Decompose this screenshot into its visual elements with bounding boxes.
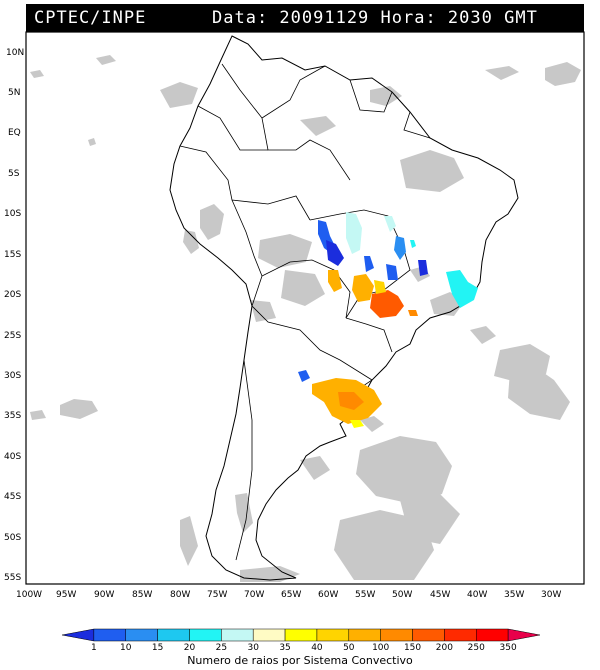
coastline: [169, 35, 519, 581]
lon-label: 35W: [504, 590, 524, 600]
lon-label: 55W: [355, 590, 375, 600]
legend-tick-label: 350: [500, 643, 517, 653]
lat-label: 55S: [4, 573, 21, 583]
cloud-cover: [30, 55, 581, 582]
header-source: CPTEC/INPE: [34, 8, 147, 28]
legend-swatch: [125, 628, 158, 642]
header-datetime: Data: 20091129 Hora: 2030 GMT: [212, 8, 538, 28]
legend-swatch: [348, 628, 381, 642]
lon-labels: 100W 95W 90W 85W 80W 75W 70W 65W 60W 55W…: [16, 590, 561, 600]
legend-tick-label: 100: [372, 643, 389, 653]
legend-tick-label: 30: [247, 643, 259, 653]
lat-label: 45S: [4, 492, 21, 502]
legend-swatch: [412, 628, 445, 642]
lat-label: 15S: [4, 250, 21, 260]
legend-swatch: [221, 628, 254, 642]
lat-label: 35S: [4, 411, 21, 421]
legend-tick-label: 20: [184, 643, 196, 653]
legend-tick-label: 1: [91, 643, 97, 653]
legend-colorbar: [61, 628, 541, 642]
legend-tick-label: 250: [468, 643, 485, 653]
lat-label: EQ: [8, 128, 21, 138]
map-frame: [25, 31, 585, 585]
legend-tick-label: 10: [120, 643, 132, 653]
legend-swatch: [444, 628, 477, 642]
lon-label: 45W: [430, 590, 450, 600]
legend-swatch: [61, 628, 95, 642]
lat-label: 50S: [4, 533, 21, 543]
lat-labels: 10N 5N EQ 5S 10S 15S 20S 25S 30S 35S 40S…: [4, 48, 24, 583]
lon-label: 30W: [541, 590, 561, 600]
lat-label: 40S: [4, 452, 21, 462]
legend-tick-label: 15: [152, 643, 163, 653]
legend-swatch: [380, 628, 413, 642]
legend-swatch: [507, 628, 541, 642]
lon-label: 90W: [94, 590, 114, 600]
lat-label: 10N: [6, 48, 24, 58]
legend-swatch: [93, 628, 126, 642]
lon-label: 85W: [132, 590, 152, 600]
legend-tick-label: 35: [279, 643, 290, 653]
lat-label: 30S: [4, 371, 21, 381]
legend-swatch: [252, 628, 286, 642]
legend-tick-label: 200: [436, 643, 453, 653]
lon-label: 60W: [318, 590, 338, 600]
legend-tick-label: 150: [404, 643, 421, 653]
lon-label: 80W: [170, 590, 190, 600]
lon-label: 95W: [56, 590, 76, 600]
header-bar: CPTEC/INPE Data: 20091129 Hora: 2030 GMT: [26, 4, 584, 32]
lat-label: 5S: [8, 169, 20, 179]
legend-tick-labels: 1 10 15 20 25 30 35 40 50 100 150 200 250 350: [91, 643, 517, 653]
legend-swatch: [189, 628, 222, 642]
lat-label: 10S: [4, 209, 21, 219]
lon-label: 65W: [281, 590, 301, 600]
lon-label: 70W: [244, 590, 264, 600]
lat-label: 20S: [4, 290, 21, 300]
lon-label: 40W: [467, 590, 487, 600]
legend-swatch: [284, 628, 318, 642]
convective-systems: [298, 212, 478, 428]
legend-swatch: [316, 628, 350, 642]
lon-label: 50W: [392, 590, 412, 600]
legend-swatch: [476, 628, 509, 642]
lon-label: 100W: [16, 590, 42, 600]
legend-swatch: [157, 628, 190, 642]
legend-tick-label: 50: [343, 643, 355, 653]
lat-label: 5N: [8, 88, 20, 98]
legend-tick-label: 40: [311, 643, 323, 653]
lon-label: 75W: [207, 590, 227, 600]
legend-tick-label: 25: [216, 643, 227, 653]
legend-title: Numero de raios por Sistema Convectivo: [187, 654, 413, 667]
lat-label: 25S: [4, 331, 21, 341]
